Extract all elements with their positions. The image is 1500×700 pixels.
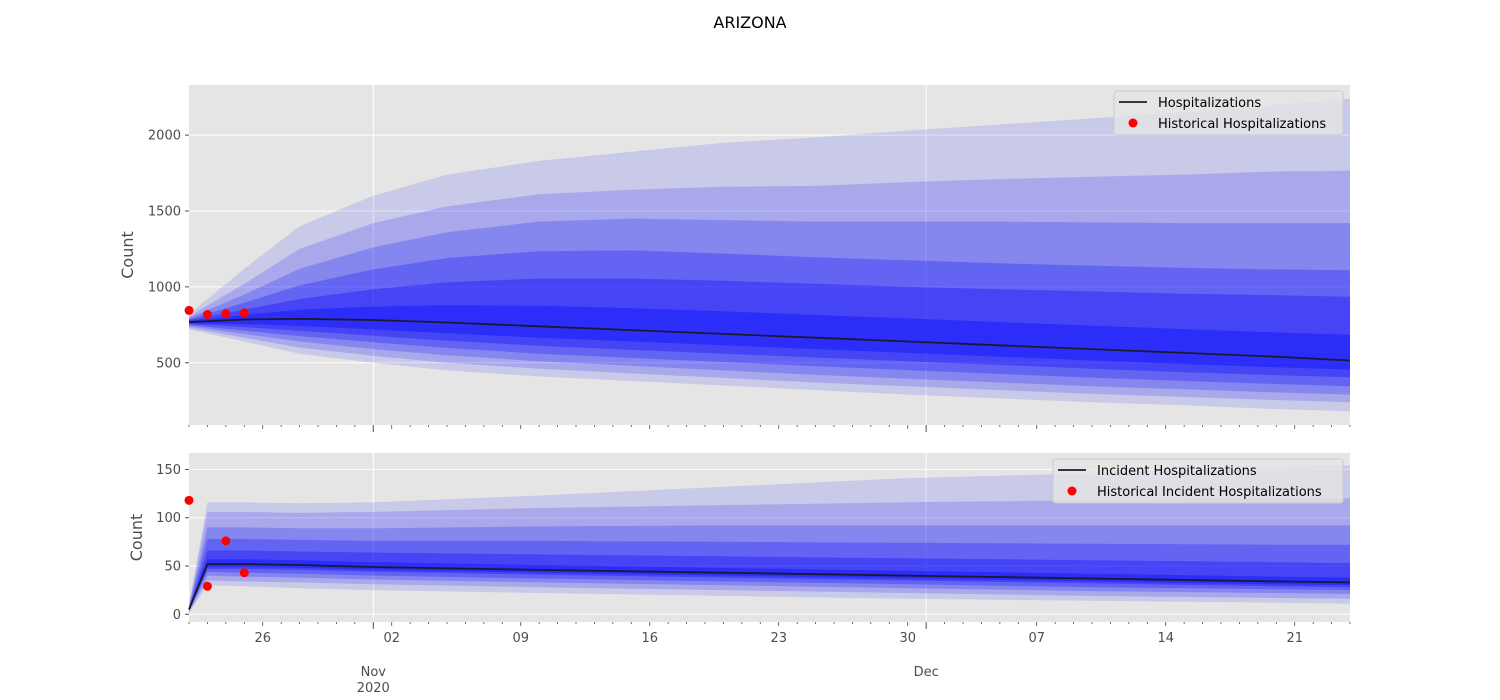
- hospitalizations-y-ticks: 500 1000 1500 2000: [148, 129, 189, 371]
- historical-point: [184, 495, 194, 505]
- uncertainty-band-3: [189, 218, 1350, 395]
- incident-hospitalizations-series: [184, 495, 1351, 610]
- incident-hospitalizations-legend-box: [1052, 458, 1344, 504]
- hospitalizations-bands: [189, 98, 1350, 412]
- uncertainty-band-2: [189, 498, 1350, 613]
- y-tick-label: 100: [156, 511, 181, 526]
- x-tick-label: 02: [383, 631, 400, 646]
- legend-entry-historical-hospitalizations: Historical Hospitalizations: [1158, 117, 1326, 132]
- historical-point: [202, 581, 212, 591]
- hospitalizations-legend-dot-swatch: [1128, 118, 1138, 128]
- legend-entry-hospitalizations: Hospitalizations: [1158, 96, 1261, 111]
- uncertainty-band-2: [189, 170, 1350, 403]
- incident-hospitalizations-y-ticks: 0 50 100 150: [156, 463, 189, 623]
- hospitalizations-series: [184, 305, 1351, 362]
- y-tick-label: 500: [156, 356, 181, 371]
- x-tick-label: 26: [254, 631, 271, 646]
- hospitalizations-panel: 500 1000 1500 2000 Count Hospitalizations H…: [118, 85, 1351, 432]
- x-tick-label: 09: [512, 631, 529, 646]
- x-tick-label: 16: [641, 631, 658, 646]
- y-tick-label: 0: [173, 608, 181, 623]
- incident-hospitalizations-panel: 0 50 100 150 Count Incident Hospitalization…: [127, 453, 1351, 629]
- hospitalizations-x-ticks: [188, 425, 1351, 432]
- incident-hospitalizations-bands: [189, 465, 1350, 614]
- y-tick-label: 150: [156, 463, 181, 478]
- uncertainty-band-1: [189, 98, 1350, 412]
- legend-entry-incident-hospitalizations: Incident Hospitalizations: [1097, 464, 1257, 479]
- historical-point: [239, 308, 249, 318]
- uncertainty-band-6: [189, 305, 1350, 370]
- x-month-label: Dec: [914, 665, 939, 680]
- hospitalizations-legend: Hospitalizations Historical Hospitalizat…: [1113, 90, 1344, 136]
- x-tick-label: 21: [1286, 631, 1303, 646]
- figure-title: ARIZONA: [713, 13, 786, 32]
- uncertainty-band-5: [189, 278, 1350, 378]
- x-month-label: Nov: [361, 665, 387, 680]
- incident-hospitalizations-y-axis-label: Count: [127, 514, 146, 562]
- y-tick-label: 1500: [148, 204, 181, 219]
- uncertainty-band-4: [189, 538, 1350, 612]
- incident-hospitalizations-x-ticks: [188, 622, 1351, 629]
- y-tick-label: 2000: [148, 129, 181, 144]
- median-line: [188, 317, 1351, 362]
- hospitalizations-y-axis-label: Count: [118, 231, 137, 279]
- y-tick-label: 1000: [148, 280, 181, 295]
- uncertainty-band-5: [189, 550, 1350, 611]
- x-tick-label: 07: [1028, 631, 1045, 646]
- x-tick-label: 30: [899, 631, 916, 646]
- historical-point: [184, 305, 194, 315]
- historical-point: [221, 309, 231, 319]
- uncertainty-band-3: [189, 525, 1350, 612]
- x-year-label: 2020: [357, 681, 390, 696]
- hospitalizations-grid: [189, 85, 1350, 425]
- uncertainty-band-4: [189, 250, 1350, 387]
- hospitalizations-plot-area: [189, 85, 1350, 425]
- legend-entry-historical-incident-hospitalizations: Historical Incident Hospitalizations: [1097, 485, 1322, 500]
- incident-hospitalizations-legend-dot-swatch: [1067, 486, 1077, 496]
- historical-point: [221, 536, 231, 546]
- x-tick-label: 23: [770, 631, 787, 646]
- historical-point: [202, 310, 212, 319]
- incident-hospitalizations-legend: Incident Hospitalizations Historical Inc…: [1052, 458, 1344, 504]
- median-line: [188, 563, 1351, 610]
- x-tick-label: 14: [1157, 631, 1174, 646]
- historical-point: [239, 568, 249, 578]
- hospitalizations-legend-box: [1113, 90, 1344, 136]
- y-tick-label: 50: [164, 559, 181, 574]
